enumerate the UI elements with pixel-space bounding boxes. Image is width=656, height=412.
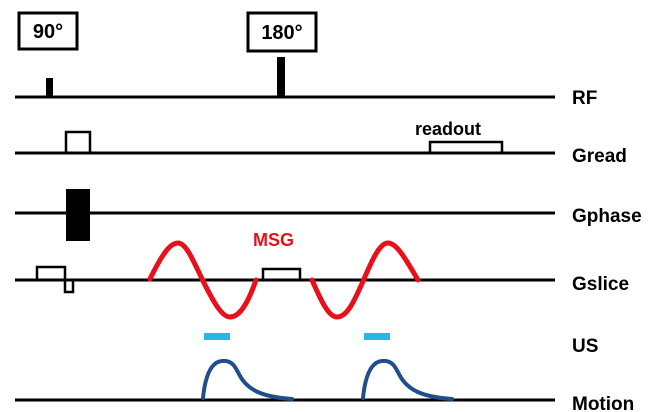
refocusing-pulse xyxy=(277,57,285,97)
us-row-label: US xyxy=(572,336,598,357)
readout-label: readout xyxy=(415,119,481,139)
rf-row-label: RF xyxy=(572,88,597,109)
gphase-row: Gphase xyxy=(15,189,642,241)
slice-select-lobe xyxy=(35,265,67,280)
ultrasound-pulse-1 xyxy=(204,333,230,340)
excitation-pulse-label: 90° xyxy=(33,21,63,43)
refocusing-pulse-label: 180° xyxy=(261,22,302,44)
msg-label: MSG xyxy=(253,230,294,250)
motion-row: Motion xyxy=(15,358,634,412)
motion-sensitizing-gradient-2 xyxy=(309,240,421,320)
gread-row: readout Gread xyxy=(15,119,627,167)
tissue-displacement-1 xyxy=(201,358,294,401)
gslice-row-label: Gslice xyxy=(572,274,629,295)
gphase-row-label: Gphase xyxy=(572,206,642,227)
refocusing-pulse-label-box xyxy=(246,11,318,53)
phase-encoding-block xyxy=(66,189,90,241)
rf-row: 90° 180° RF xyxy=(15,11,597,109)
excitation-pulse xyxy=(46,78,53,97)
readout-gradient xyxy=(428,140,504,153)
gread-row-label: Gread xyxy=(572,146,627,167)
slice-rephasing-lobe xyxy=(63,280,75,294)
ultrasound-pulse-2 xyxy=(364,333,390,340)
gslice-row: MSG Gslice xyxy=(15,230,629,320)
slice-crusher-lobe xyxy=(261,267,302,280)
read-dephasing-lobe xyxy=(64,130,92,153)
tissue-displacement-2 xyxy=(361,358,454,401)
motion-row-label: Motion xyxy=(572,394,634,412)
excitation-pulse-label-box xyxy=(17,11,79,51)
us-row: US xyxy=(204,333,598,357)
motion-sensitizing-gradient-1 xyxy=(147,240,259,320)
